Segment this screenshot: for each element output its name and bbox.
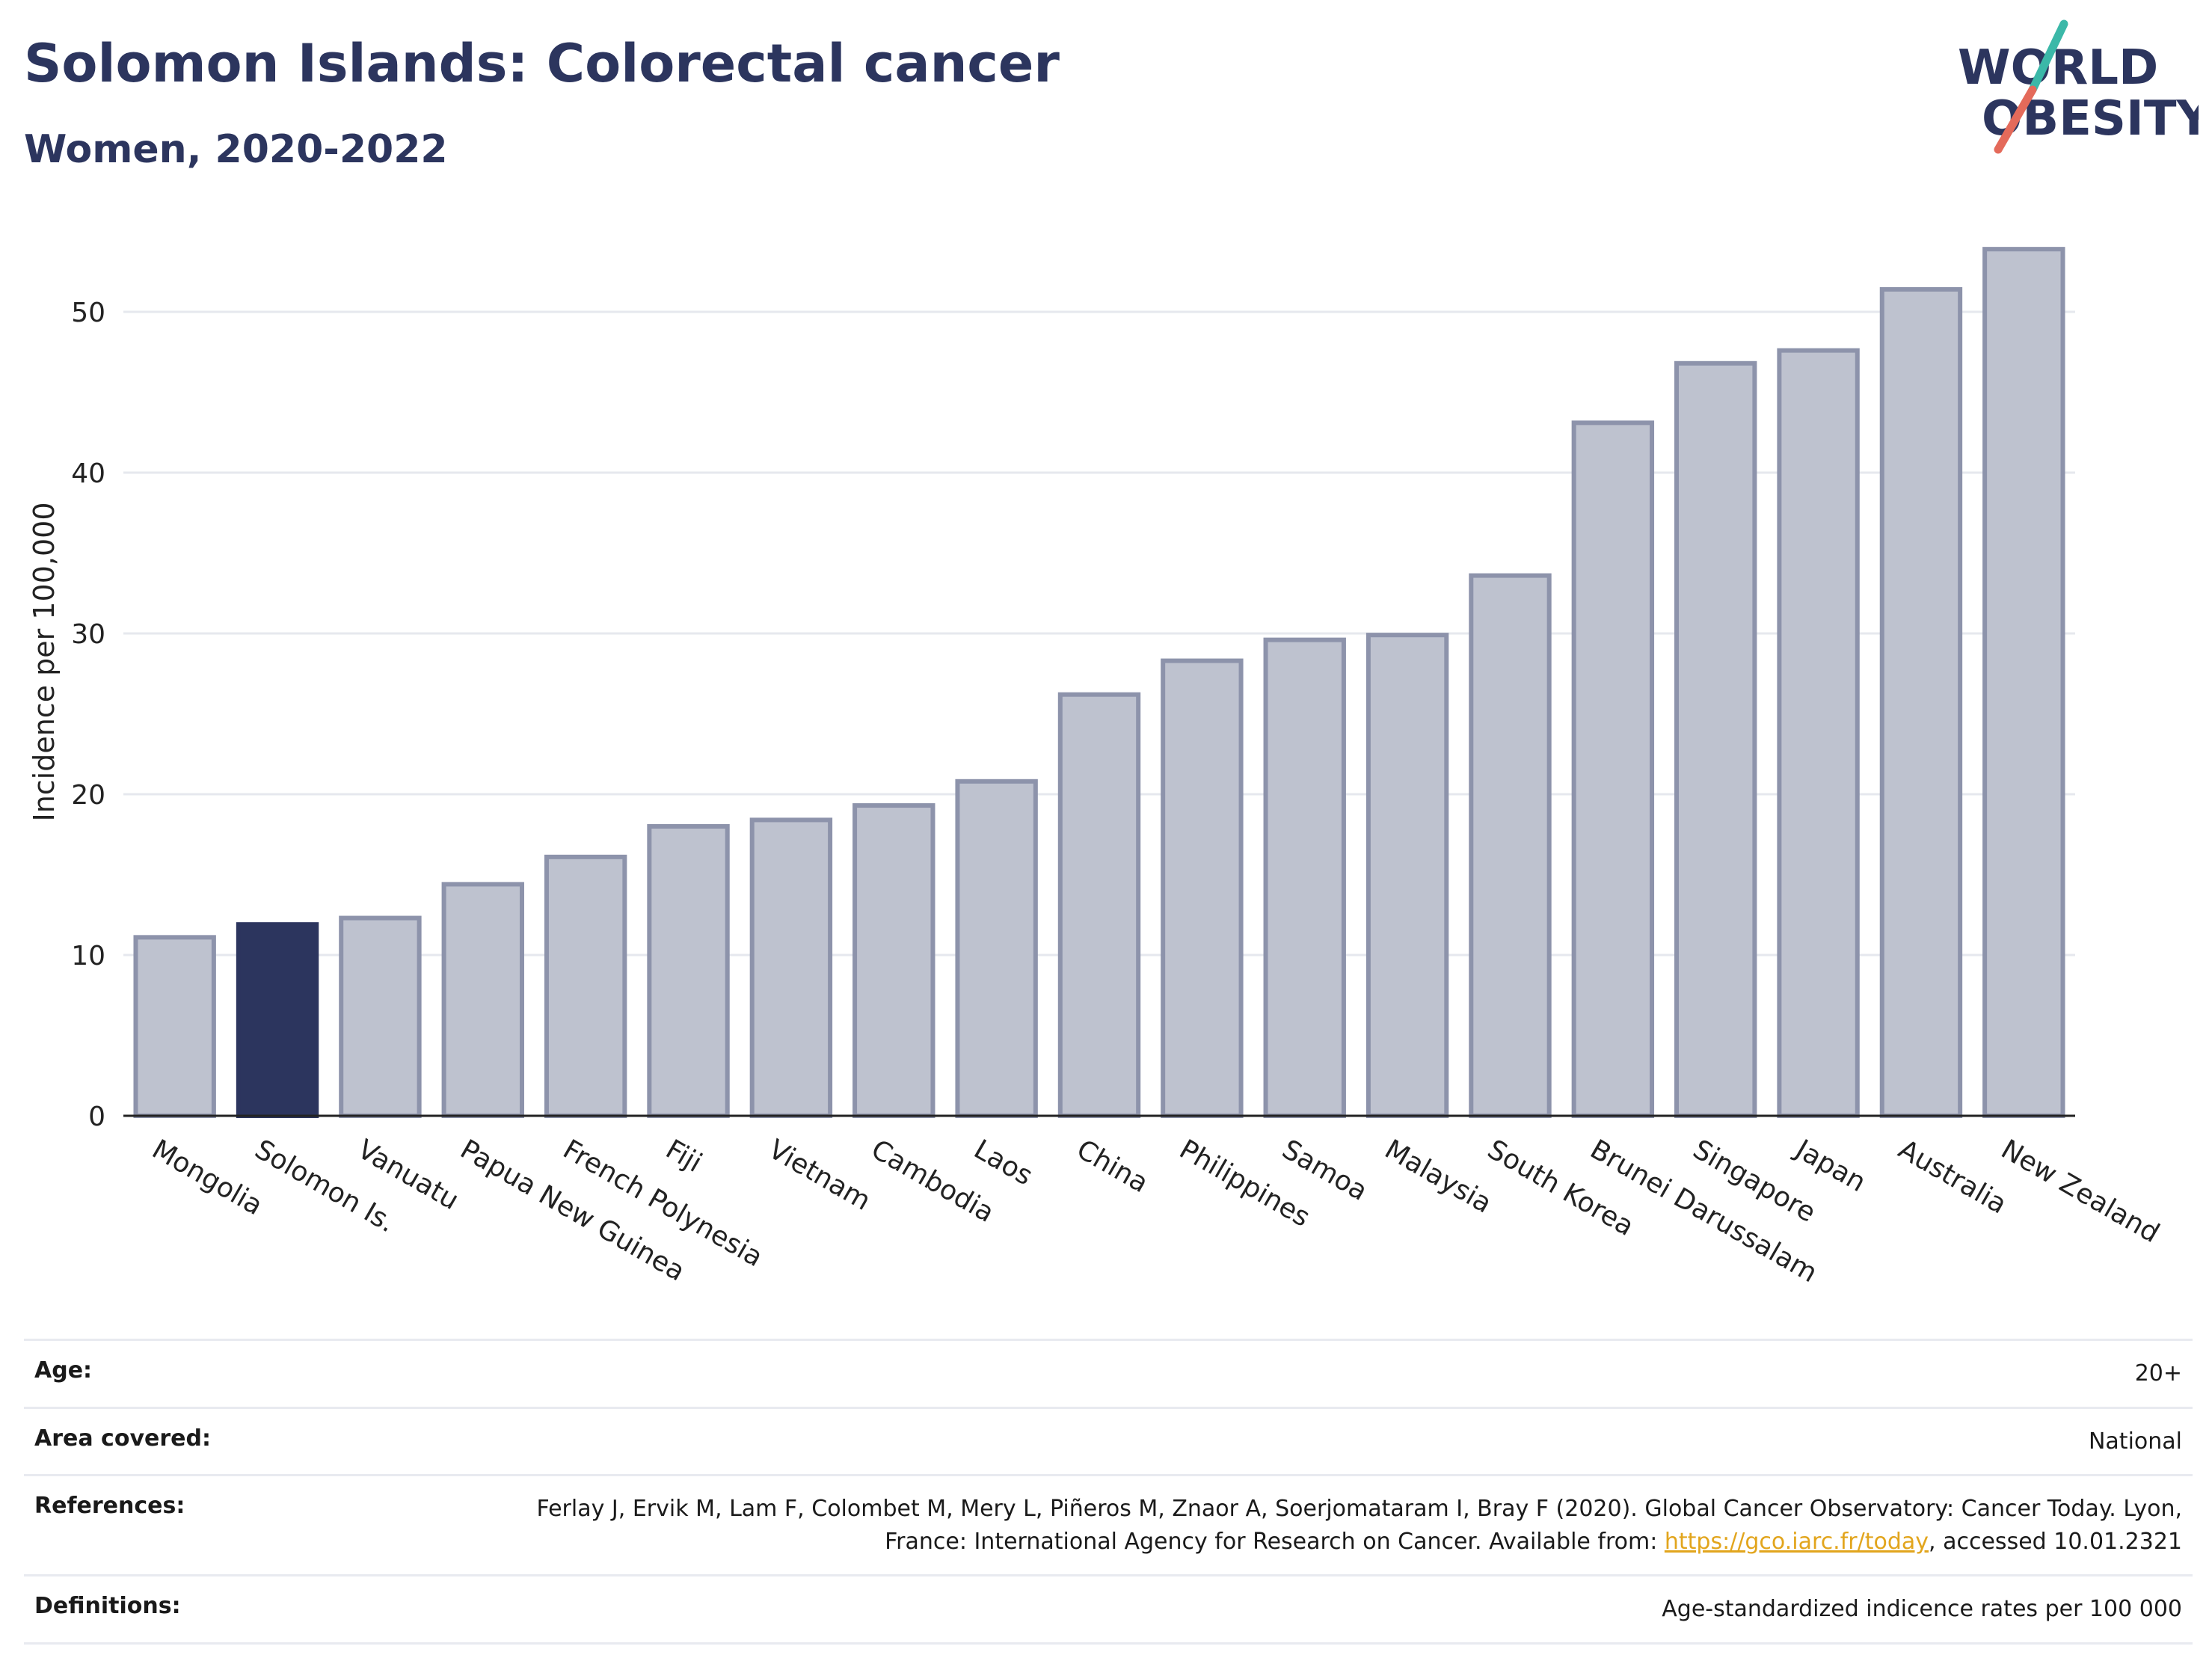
bar xyxy=(955,779,1038,1119)
bar xyxy=(749,817,833,1119)
bar xyxy=(339,915,422,1119)
bar xyxy=(1469,573,1552,1118)
x-tick-label: Mongolia xyxy=(147,1134,268,1221)
y-tick-label: 40 xyxy=(71,458,105,489)
bar-highlight xyxy=(236,922,319,1119)
y-tick-label: 30 xyxy=(71,619,105,650)
bar xyxy=(1571,420,1655,1118)
references-tail: , accessed 10.01.2321 xyxy=(1929,1528,2182,1555)
x-tick-label: Fiji xyxy=(660,1134,707,1179)
bars xyxy=(133,247,2065,1119)
chart-title: Solomon Islands: Colorectal cancer xyxy=(24,33,1060,94)
y-tick-label: 0 xyxy=(88,1102,105,1132)
x-tick-label: Japan xyxy=(1789,1133,1871,1198)
meta-area-value: National xyxy=(2088,1428,2182,1455)
y-tick-label: 10 xyxy=(71,941,105,971)
bar xyxy=(852,803,936,1119)
bar xyxy=(544,854,627,1118)
world-obesity-logo: WORLD OBESITY xyxy=(1958,19,2199,154)
bar xyxy=(133,935,216,1118)
meta-area-label: Area covered: xyxy=(34,1425,211,1452)
bar xyxy=(647,824,730,1118)
y-axis-label: Incidence per 100,000 xyxy=(28,502,61,821)
meta-row-references: References: Ferlay J, Ervik M, Lam F, Co… xyxy=(24,1474,2193,1574)
y-tick-label: 20 xyxy=(71,780,105,811)
bar xyxy=(1674,360,1757,1118)
bar xyxy=(1365,633,1449,1118)
meta-age-value: 20+ xyxy=(2134,1360,2182,1387)
logo-slash-teal xyxy=(2028,19,2068,94)
x-tick-label: China xyxy=(1072,1134,1154,1199)
bar xyxy=(1057,692,1141,1118)
meta-age-label: Age: xyxy=(34,1357,93,1384)
x-tick-label: New Zealand xyxy=(1996,1134,2164,1249)
logo-slash-red xyxy=(1994,85,2037,154)
x-tick-label: Australia xyxy=(1893,1134,2012,1220)
meta-row-definitions: Definitions: Age-standardized indicence … xyxy=(24,1574,2193,1645)
meta-definitions-label: Definitions: xyxy=(34,1593,181,1619)
bar xyxy=(1263,637,1346,1118)
meta-row-age: Age: 20+ xyxy=(24,1339,2193,1407)
bar xyxy=(1161,658,1244,1118)
meta-references-value: Ferlay J, Ervik M, Lam F, Colombet M, Me… xyxy=(462,1493,2182,1558)
x-tick-label: Vietnam xyxy=(764,1134,876,1217)
bar xyxy=(441,882,524,1119)
metadata-table: Age: 20+ Area covered: National Referenc… xyxy=(24,1339,2193,1645)
bar xyxy=(1879,286,1963,1118)
x-tick-label: Laos xyxy=(968,1134,1037,1191)
y-tick-label: 50 xyxy=(71,298,105,328)
bar xyxy=(1777,348,1860,1119)
meta-references-label: References: xyxy=(34,1493,185,1519)
y-tick-labels: 0 10 20 30 40 50 xyxy=(71,298,105,1132)
meta-definitions-value: Age-standardized indicence rates per 100… xyxy=(1662,1596,2182,1622)
references-link[interactable]: https://gco.iarc.fr/today xyxy=(1664,1528,1929,1555)
meta-row-area: Area covered: National xyxy=(24,1406,2193,1475)
chart-subtitle: Women, 2020-2022 xyxy=(24,127,448,172)
x-tick-label: Malaysia xyxy=(1380,1134,1497,1219)
bar xyxy=(1982,247,2065,1118)
logo-line1: WORLD xyxy=(1958,40,2158,96)
references-text: Ferlay J, Ervik M, Lam F, Colombet M, Me… xyxy=(536,1496,2182,1555)
